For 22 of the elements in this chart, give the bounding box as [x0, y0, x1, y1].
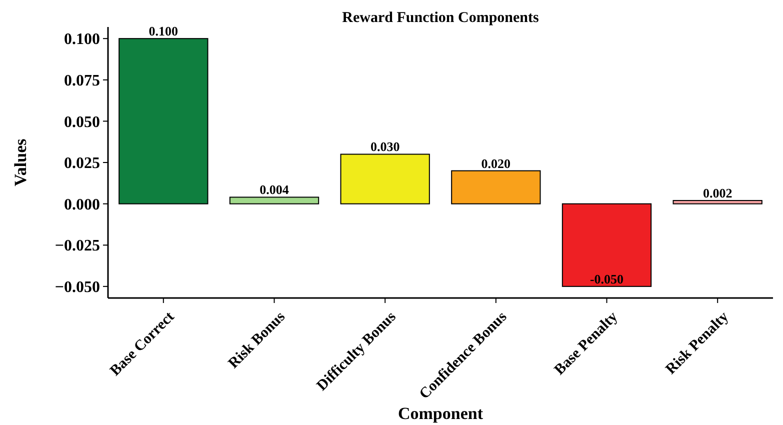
y-tick-label: 0.050 — [64, 114, 100, 131]
data-label: 0.020 — [481, 156, 511, 171]
data-label: 0.030 — [370, 139, 400, 154]
y-tick-label: −0.050 — [54, 279, 100, 296]
data-label: 0.002 — [702, 186, 732, 201]
bar — [562, 203, 652, 287]
data-label: -0.050 — [590, 271, 624, 286]
data-label: 0.100 — [148, 24, 178, 39]
bar — [672, 200, 762, 204]
bar — [451, 170, 541, 204]
y-axis-title: Values — [11, 138, 30, 186]
bar — [118, 38, 208, 204]
x-axis-title: Component — [398, 404, 484, 423]
y-tick-label: 0.025 — [64, 155, 100, 172]
y-tick-label: 0.000 — [64, 196, 100, 214]
bar — [229, 196, 320, 204]
y-tick-label: 0.075 — [64, 72, 100, 90]
bar — [340, 154, 430, 204]
data-label: 0.004 — [260, 182, 290, 198]
y-tick-label: −0.025 — [54, 238, 100, 255]
chart-title: Reward Function Components — [342, 10, 539, 26]
y-tick-label: 0.100 — [64, 31, 100, 48]
